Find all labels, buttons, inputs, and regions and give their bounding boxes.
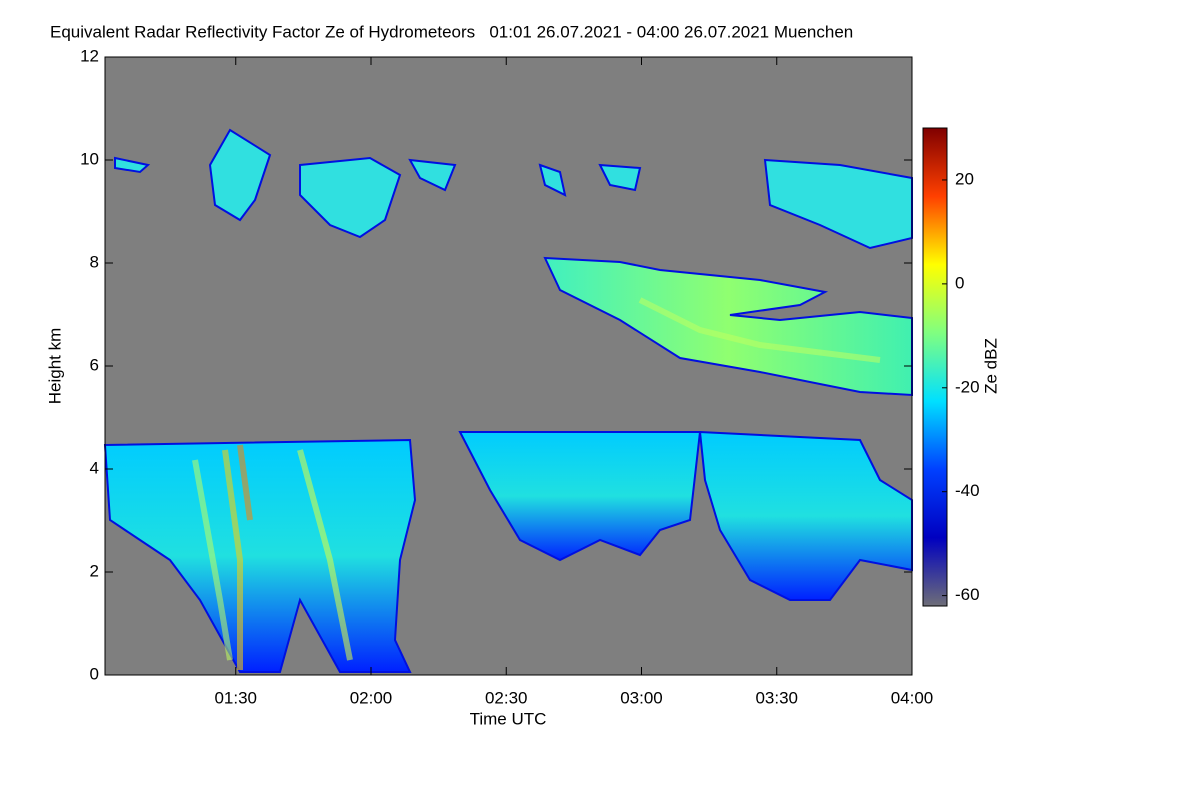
echo-low-mid	[458, 431, 702, 562]
x-axis-label: Time UTC	[470, 709, 547, 728]
colorbar-tick-label: -20	[955, 377, 980, 396]
x-tick-label: 02:30	[485, 688, 528, 707]
x-tick-label: 02:00	[350, 688, 393, 707]
x-tick-label: 01:30	[214, 688, 257, 707]
colorbar-tick-label: 0	[955, 273, 964, 292]
echo-cirrus-4	[114, 156, 642, 197]
streak	[222, 449, 243, 670]
colorbar-tick-label: -40	[955, 481, 980, 500]
streak	[192, 459, 233, 661]
colorbar	[922, 127, 948, 607]
echo-cirrus-3	[763, 158, 913, 250]
y-axis-label: Height km	[45, 328, 64, 405]
streak	[297, 449, 353, 661]
colorbar-tick-label: -60	[955, 585, 980, 604]
chart-title: Equivalent Radar Reflectivity Factor Ze …	[50, 22, 853, 41]
streak	[237, 444, 253, 521]
echoes	[103, 128, 913, 673]
x-tick-label: 03:30	[755, 688, 798, 707]
x-tick-label: 04:00	[891, 688, 934, 707]
echo-streaks	[192, 297, 881, 670]
y-tick-label: 4	[90, 458, 99, 477]
y-tick-label: 8	[90, 252, 99, 271]
echo-cirrus-1	[208, 128, 272, 222]
colorbar-tick-label: 20	[955, 169, 974, 188]
x-tick-label: 03:00	[620, 688, 663, 707]
y-tick-label: 12	[80, 46, 99, 65]
echo-low-left	[103, 438, 417, 673]
streak	[638, 297, 881, 363]
y-tick-label: 6	[90, 355, 99, 374]
echo-upper-layer	[543, 256, 913, 397]
y-tick-label: 10	[80, 149, 99, 168]
y-tick-label: 0	[90, 664, 99, 683]
colorbar-label: Ze dBZ	[981, 338, 1000, 394]
echo-low-right	[698, 430, 913, 601]
y-tick-label: 2	[90, 561, 99, 580]
echo-cirrus-2	[299, 156, 402, 239]
